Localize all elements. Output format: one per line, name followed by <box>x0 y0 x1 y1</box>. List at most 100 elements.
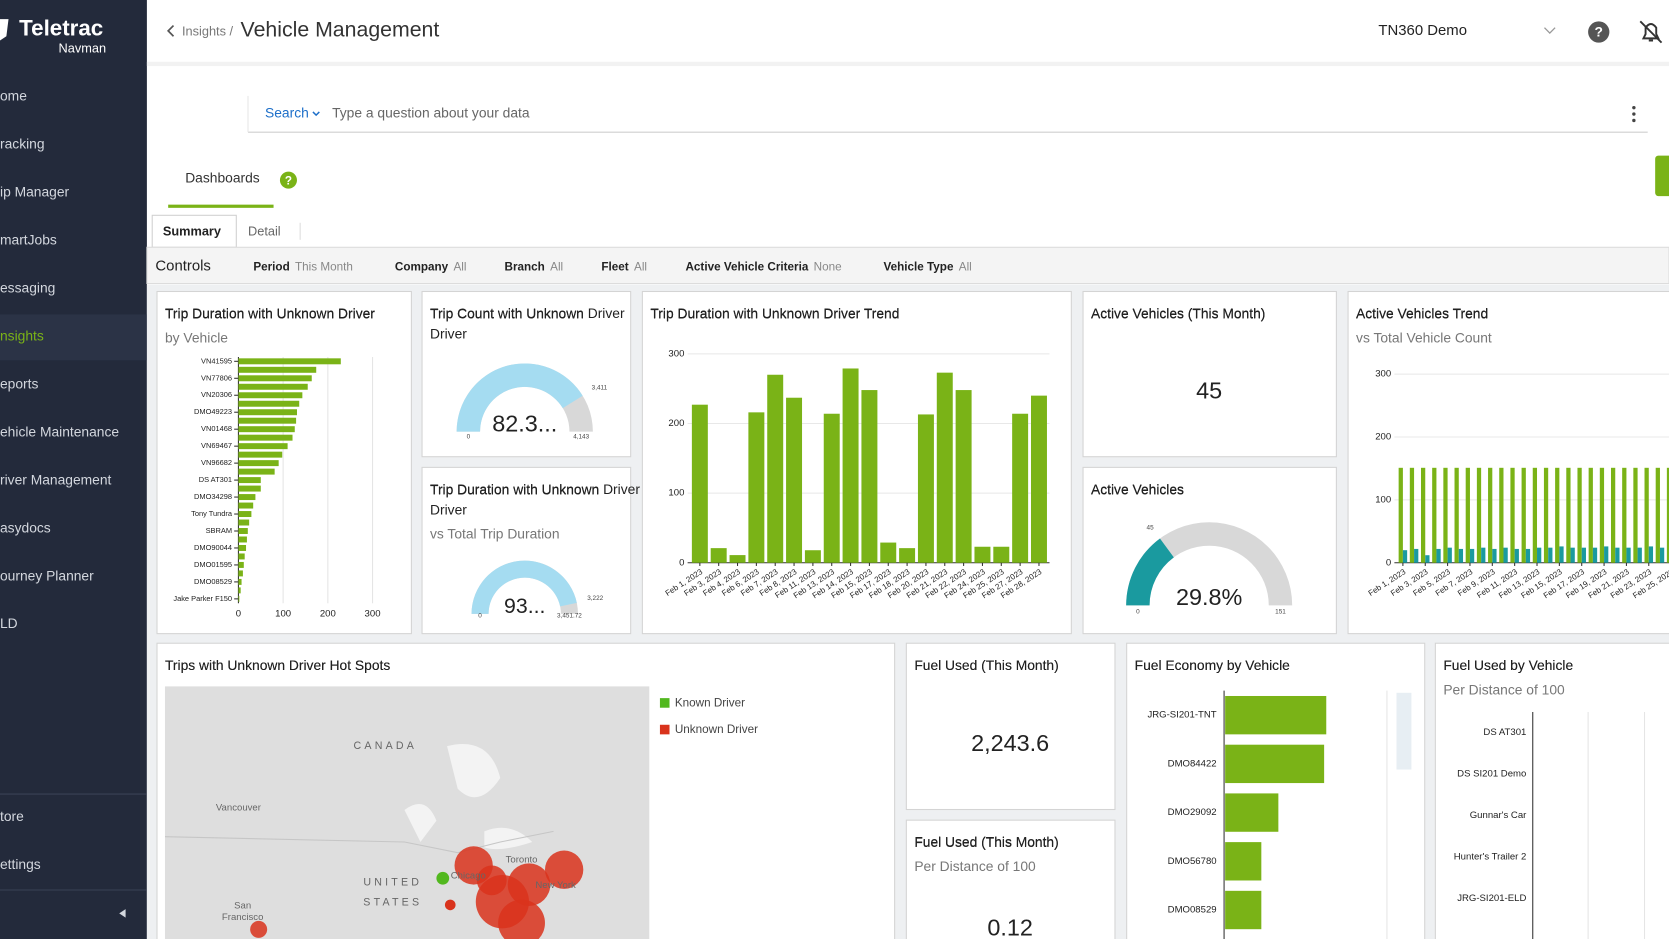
bar <box>1443 468 1447 563</box>
title-line: Active Vehicles <box>1091 481 1184 497</box>
filter-value[interactable]: All <box>550 261 563 274</box>
breadcrumb[interactable]: Insights / <box>182 23 234 38</box>
bar <box>238 384 307 390</box>
legend-swatch <box>660 698 670 708</box>
bar <box>1544 468 1548 563</box>
filter-value[interactable]: None <box>814 261 842 274</box>
subtab[interactable]: Detail <box>248 224 281 239</box>
card-title: Trip Duration with Unknown Driver TrendT… <box>650 305 899 321</box>
y-tick-label: DMO08529 <box>1168 905 1217 916</box>
account-chevron[interactable] <box>1544 28 1555 33</box>
y-tick-label: DMO01595 <box>194 560 232 569</box>
menu-item[interactable]: river Management <box>0 471 112 487</box>
bar <box>1593 548 1597 563</box>
bar <box>805 550 821 563</box>
menu-item[interactable]: eports <box>0 375 38 391</box>
bar <box>238 392 302 398</box>
title-line: Trip Duration with Unknown Driver Trend <box>650 305 899 321</box>
y-tick-label: Hunter's Trailer 2 <box>1454 851 1527 862</box>
y-tick-label: 300 <box>668 348 684 359</box>
bar <box>843 368 859 562</box>
back-chevron[interactable] <box>168 26 173 37</box>
y-tick-label: DMO56780 <box>1168 856 1217 867</box>
menu-item[interactable]: essaging <box>0 279 55 295</box>
account-name[interactable]: TN360 Demo <box>1378 23 1467 39</box>
menu-dot <box>1632 112 1635 115</box>
gauge-value-label: 3,222 <box>587 595 603 602</box>
gauge-min: 0 <box>1136 608 1140 615</box>
search-mode[interactable]: Search <box>265 105 309 121</box>
legend-label[interactable]: Known Driver <box>675 697 745 710</box>
filter-value[interactable]: All <box>454 261 467 274</box>
bar <box>1492 549 1496 563</box>
filter-name[interactable]: Company <box>395 261 449 274</box>
bar <box>1526 549 1530 563</box>
menu-item[interactable]: LD <box>0 615 18 631</box>
filter-name[interactable]: Active Vehicle Criteria <box>685 261 808 274</box>
bar <box>918 414 934 562</box>
bar <box>238 409 297 415</box>
menu-item[interactable]: ehicle Maintenance <box>0 423 119 439</box>
y-tick-label: DMO90044 <box>194 543 232 552</box>
y-tick-label: Tony Tundra <box>191 509 233 518</box>
menu-item[interactable]: tore <box>0 808 24 824</box>
map-label: Toronto <box>506 855 538 866</box>
bar <box>238 452 282 458</box>
bar <box>1225 842 1261 880</box>
x-tick-label: 300 <box>365 608 381 619</box>
filter-name[interactable]: Period <box>253 261 289 274</box>
map-label: STATES <box>363 897 422 909</box>
bar <box>730 555 746 563</box>
y-tick-label: DMO34298 <box>194 492 232 501</box>
bar <box>1638 548 1642 563</box>
menu-item[interactable]: nsights <box>0 327 44 343</box>
menu-item[interactable]: martJobs <box>0 232 57 248</box>
bar <box>1481 548 1485 563</box>
filter-name[interactable]: Fleet <box>601 261 628 274</box>
scrollbar[interactable] <box>1397 693 1412 770</box>
y-tick-label: DS SI201 Demo <box>1457 768 1526 779</box>
search-input[interactable]: Type a question about your data <box>332 105 530 121</box>
y-tick-label: 0 <box>679 557 684 568</box>
gauge-max: 151 <box>1275 608 1286 615</box>
filter-name[interactable]: Branch <box>505 261 545 274</box>
bar <box>238 426 294 432</box>
hot-spot <box>436 872 449 885</box>
bar <box>1645 468 1649 563</box>
menu-item[interactable]: ome <box>0 88 27 104</box>
y-tick-label: 100 <box>668 488 684 499</box>
gauge-percent: 82.3... <box>492 410 557 436</box>
bar <box>1566 468 1570 563</box>
dashboards-tab[interactable]: Dashboards <box>185 170 260 186</box>
y-tick-label: DMO08529 <box>194 577 232 586</box>
y-tick-label: VN69467 <box>201 441 232 450</box>
side-button[interactable] <box>1655 156 1669 197</box>
legend-label[interactable]: Unknown Driver <box>675 723 758 736</box>
menu-item[interactable]: racking <box>0 136 45 152</box>
title-line: Trips with Unknown Driver Hot Spots <box>165 657 390 673</box>
menu-item[interactable]: ip Manager <box>0 184 70 200</box>
menu-item[interactable]: ettings <box>0 856 41 872</box>
menu-item[interactable]: ourney Planner <box>0 567 94 583</box>
map-label: Vancouver <box>216 802 262 813</box>
title-line: Fuel Used (This Month) <box>914 834 1058 850</box>
card-title: Fuel Used (This Month)Fuel Used (This Mo… <box>914 657 1058 673</box>
subtab[interactable]: Summary <box>163 224 222 239</box>
bar <box>937 373 953 563</box>
gauge-min: 0 <box>467 434 471 441</box>
filter-value[interactable]: All <box>959 261 972 274</box>
filter-value[interactable]: This Month <box>295 261 353 274</box>
bar <box>1466 468 1470 563</box>
map-label: UNITED <box>363 876 422 888</box>
menu-item[interactable]: asydocs <box>0 519 51 535</box>
bar <box>1503 548 1507 563</box>
y-tick-label: SBRAM <box>206 526 232 535</box>
bar <box>1031 396 1047 563</box>
y-tick-label: DS AT301 <box>199 475 232 484</box>
bar <box>692 405 708 563</box>
filter-name[interactable]: Vehicle Type <box>883 261 953 274</box>
filter-value[interactable]: All <box>634 261 647 274</box>
menu-dot <box>1632 106 1635 109</box>
gauge-percent: 93... <box>504 594 545 618</box>
bar <box>1559 546 1563 562</box>
